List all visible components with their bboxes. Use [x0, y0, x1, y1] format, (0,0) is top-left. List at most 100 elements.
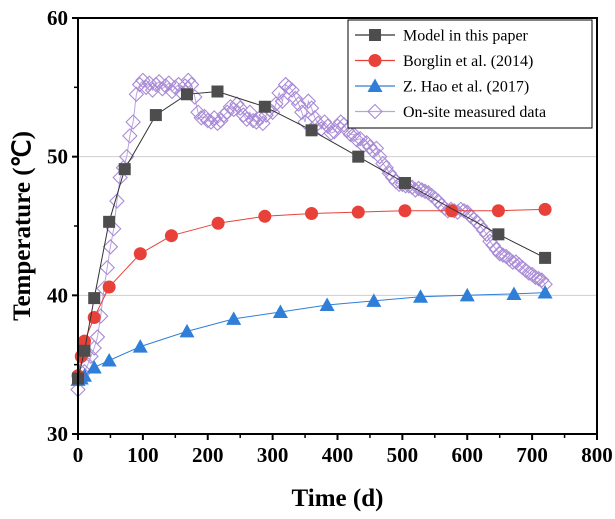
data-point [245, 112, 261, 129]
data-point [232, 100, 248, 116]
data-point [149, 109, 162, 122]
data-point [485, 237, 501, 254]
y-tick-label: 40 [47, 283, 68, 307]
data-point [229, 96, 245, 112]
data-point [242, 104, 258, 121]
data-point [258, 100, 271, 113]
data-point [125, 114, 141, 130]
data-point [148, 76, 164, 93]
data-point [103, 215, 116, 228]
data-point [211, 85, 224, 98]
data-point [367, 78, 383, 92]
x-tick-label: 300 [257, 443, 289, 467]
data-point [196, 108, 213, 125]
legend-item: Borglin et al. (2014) [355, 53, 533, 70]
legend-label: Model in this paper [403, 28, 529, 45]
data-point [352, 130, 368, 147]
data-point [300, 93, 317, 109]
data-point [316, 114, 333, 130]
data-point [305, 207, 319, 221]
data-point [99, 259, 115, 276]
data-point [88, 292, 101, 305]
data-point [413, 289, 429, 303]
data-point [235, 107, 252, 123]
data-point [164, 229, 178, 243]
data-point [368, 54, 382, 67]
data-point [238, 111, 255, 128]
data-point [225, 101, 242, 118]
data-point [381, 165, 398, 182]
data-point [349, 132, 365, 148]
x-axis-title: Time (d) [292, 485, 384, 512]
data-point [342, 126, 359, 143]
data-point [369, 29, 381, 41]
gridlines [78, 156, 597, 296]
series-line [77, 208, 546, 376]
x-tick-label: 400 [322, 443, 354, 467]
x-tick-label: 600 [452, 443, 484, 467]
legend-item: Model in this paper [355, 28, 529, 45]
data-point [398, 204, 412, 218]
series-square [72, 85, 552, 385]
data-point [77, 334, 91, 348]
data-point [521, 265, 537, 281]
data-point [539, 251, 552, 264]
data-point [161, 75, 177, 91]
data-point [398, 177, 411, 190]
data-point [538, 202, 552, 216]
data-point [109, 193, 125, 209]
data-point [211, 216, 225, 230]
data-point [274, 93, 291, 109]
legend-item: On-site measured data [355, 103, 546, 121]
data-point [167, 79, 184, 96]
y-tick-label: 50 [47, 145, 68, 169]
data-point [258, 209, 272, 223]
data-point [378, 159, 394, 176]
data-point [212, 112, 229, 129]
data-point [506, 286, 522, 300]
data-point [78, 344, 91, 357]
data-point [310, 115, 326, 132]
y-tick-label: 60 [47, 6, 68, 30]
data-point [495, 247, 511, 263]
data-point [144, 82, 161, 98]
data-point [475, 222, 492, 238]
data-point [326, 123, 343, 140]
x-tick-label: 500 [387, 443, 419, 467]
series-triangle [70, 285, 553, 386]
data-point [199, 112, 216, 129]
data-point [362, 139, 378, 155]
data-point [345, 126, 362, 143]
legend-label: Borglin et al. (2014) [403, 53, 533, 70]
data-point [102, 280, 116, 294]
data-point [290, 96, 307, 112]
data-point [456, 202, 472, 219]
data-point [371, 148, 388, 165]
data-point [141, 75, 158, 91]
legend: Model in this paper Borglin et al. (2014)… [347, 19, 593, 129]
data-point [180, 88, 193, 101]
data-point [128, 86, 145, 103]
data-point [271, 85, 287, 101]
data-point [478, 226, 495, 243]
data-point [367, 103, 383, 120]
series-diamond [70, 72, 553, 398]
data-point [492, 228, 505, 241]
data-point [491, 204, 505, 218]
data-point [329, 118, 346, 134]
data-point [102, 239, 119, 255]
data-point [368, 140, 385, 157]
data-point [287, 90, 304, 107]
data-point [488, 241, 505, 258]
x-tick-label: 700 [516, 443, 548, 467]
data-point [180, 72, 197, 89]
data-point [284, 82, 300, 98]
data-point [209, 115, 226, 132]
data-point [89, 329, 106, 345]
data-point [365, 143, 381, 159]
data-point [530, 270, 547, 287]
data-point [305, 124, 318, 137]
data-point [132, 339, 148, 353]
x-tick-label: 200 [192, 443, 224, 467]
